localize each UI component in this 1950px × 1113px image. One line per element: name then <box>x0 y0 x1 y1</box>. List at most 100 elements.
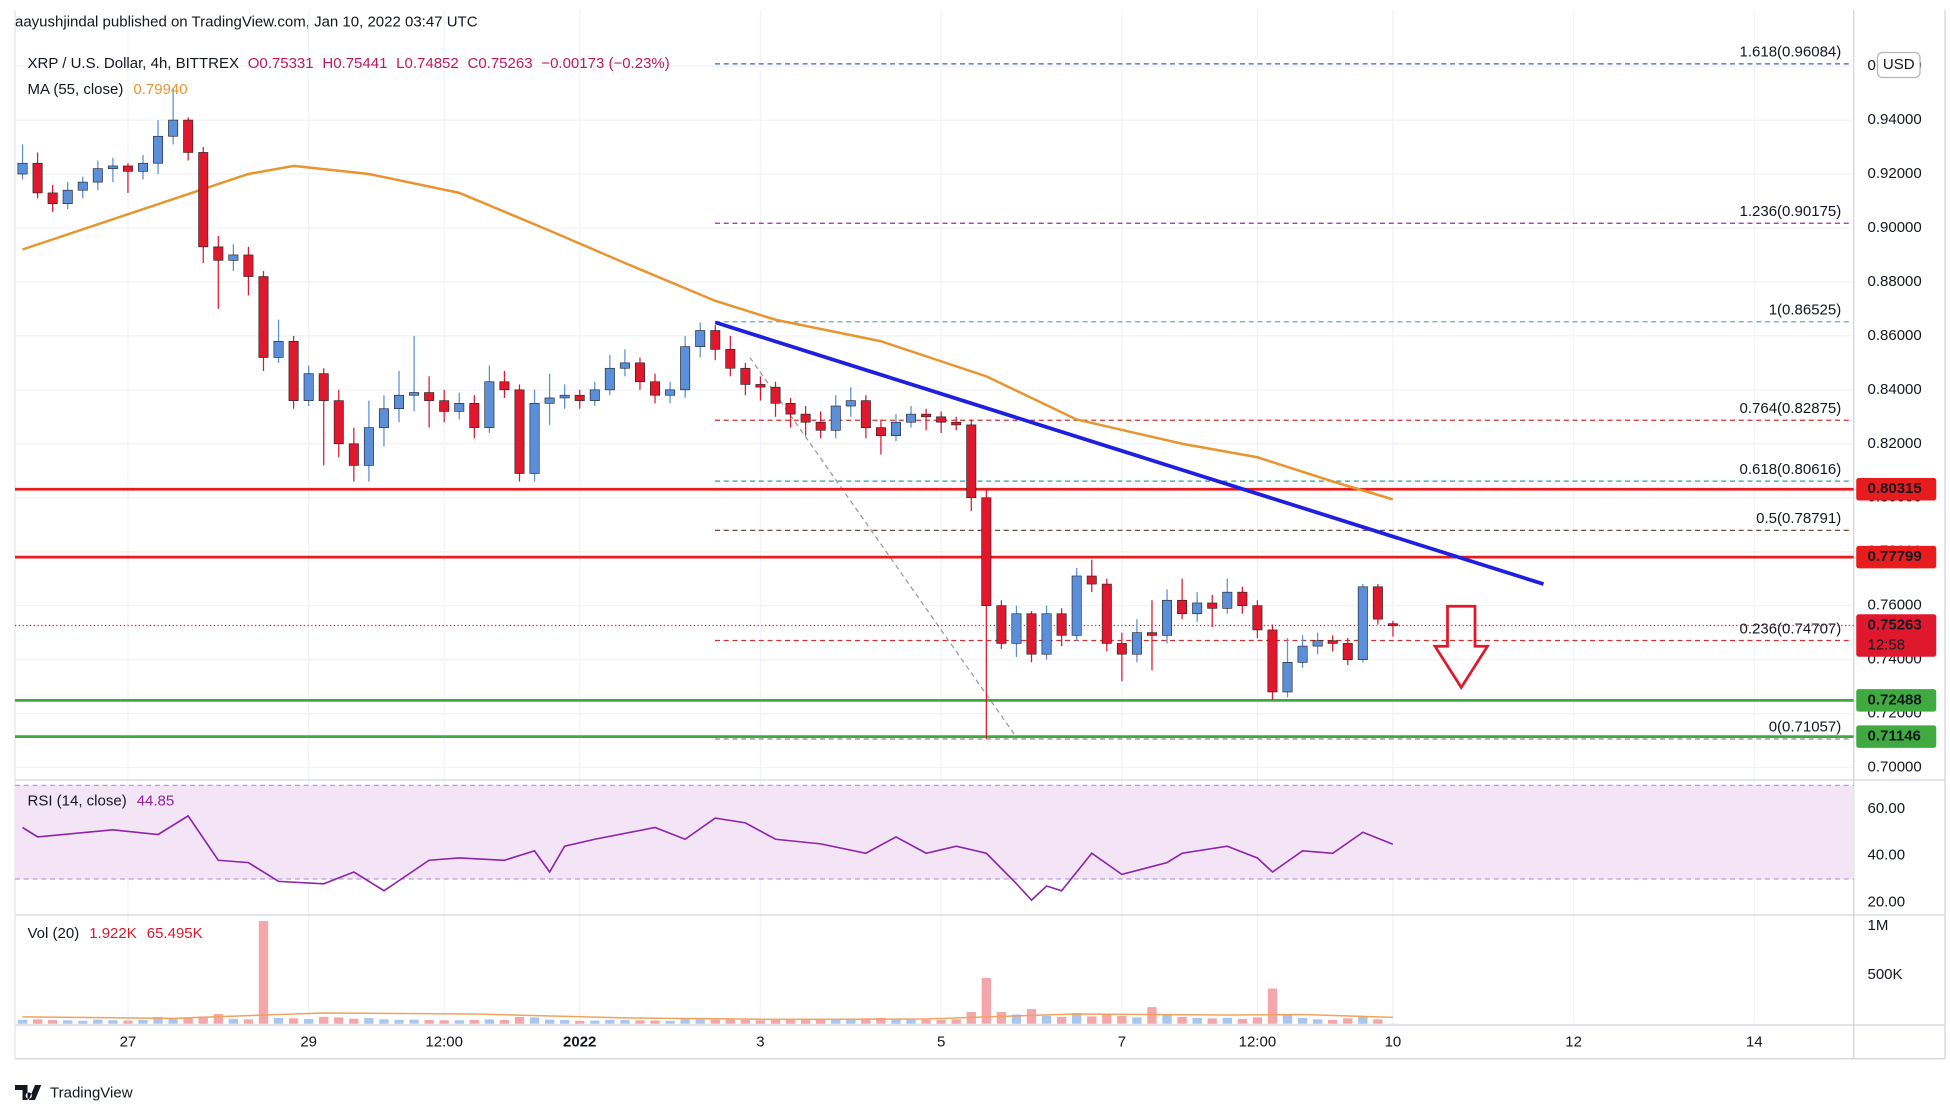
candle-body <box>1056 613 1067 636</box>
volume-bar <box>1117 1015 1127 1024</box>
volume-bar <box>620 1020 630 1024</box>
volume-bar <box>891 1019 901 1024</box>
candle-body <box>1011 613 1022 644</box>
candle-body <box>228 254 239 261</box>
volume-bar <box>303 1019 314 1024</box>
volume-bar <box>635 1020 645 1024</box>
volume-bar <box>996 1012 1007 1024</box>
candle-body <box>1116 643 1127 655</box>
volume-bar <box>1252 1017 1263 1024</box>
fib-label: 1.618(0.96084) <box>1740 44 1842 61</box>
candle-body <box>755 384 766 388</box>
candle-body <box>1026 613 1037 655</box>
main-pane: 1.618(0.96084) 1.236(0.90175) 1(0.86525) 0.… <box>15 44 1854 740</box>
legend-low: L0.74852 <box>396 55 459 72</box>
x-tick-label: 2022 <box>563 1033 596 1050</box>
candle-body <box>1372 586 1383 620</box>
volume-bar <box>695 1019 705 1024</box>
candle-body <box>1312 640 1323 647</box>
x-tick-label: 12 <box>1565 1033 1582 1050</box>
candle-body <box>378 408 389 428</box>
candle-body <box>77 181 88 191</box>
volume-bar <box>861 1018 871 1024</box>
candle-body <box>17 162 28 175</box>
y-tick-label: 0.82000 <box>1868 435 1922 452</box>
y-tick-label: 0.88000 <box>1868 273 1922 290</box>
volume-bar <box>32 1019 43 1024</box>
candle-body <box>122 165 133 172</box>
x-tick-label: 10 <box>1385 1033 1402 1050</box>
candle-body <box>183 119 194 153</box>
candle-body <box>1357 586 1368 660</box>
candle-body <box>981 497 992 606</box>
candle-body <box>499 381 510 391</box>
volume-bar <box>394 1019 404 1024</box>
volume-bar <box>981 977 991 1024</box>
volume-bar <box>1056 1016 1067 1024</box>
candle-body <box>996 605 1007 644</box>
legend-symbol: XRP / U.S. Dollar, 4h, BITTREX <box>28 55 239 72</box>
volume-bar <box>243 1019 254 1024</box>
price-label-box <box>1856 689 1937 712</box>
rsi-band <box>15 785 1854 880</box>
volume-bar <box>559 1020 570 1024</box>
volume-bar <box>1041 1015 1052 1024</box>
vol-tick-label: 500K <box>1868 966 1903 983</box>
volume-bar <box>785 1019 796 1024</box>
volume-bar <box>334 1017 344 1024</box>
volume-bar <box>1207 1018 1217 1024</box>
candle-body <box>710 330 721 350</box>
volume-bar <box>1267 988 1278 1024</box>
fib-label: 1.236(0.90175) <box>1740 203 1842 220</box>
x-tick-label: 12:00 <box>425 1033 463 1050</box>
volume-bar <box>1132 1017 1142 1024</box>
volume-bar <box>349 1018 359 1024</box>
volume-bar <box>755 1020 766 1024</box>
volume-bar <box>1373 1019 1383 1024</box>
rsi-last: 44.85 <box>137 792 175 809</box>
panes: 27 29 12:00 2022 3 5 7 12:00 10 12 140.700000.7200… <box>14 9 1946 1060</box>
volume-bar <box>288 1018 299 1024</box>
candle-body <box>47 192 58 205</box>
volume-bar <box>1192 1017 1202 1024</box>
volume-bar <box>228 1018 239 1024</box>
volume-bar <box>424 1020 434 1024</box>
candle-body <box>1222 591 1233 609</box>
volume-bar <box>499 1020 510 1024</box>
volume-bar <box>1087 1016 1097 1024</box>
candle-body <box>589 389 600 401</box>
volume-bar <box>409 1019 419 1024</box>
candle-body <box>153 135 164 164</box>
fib-label: 0.764(0.82875) <box>1740 400 1842 417</box>
volume-bar <box>183 1018 193 1024</box>
price-label: 0.77799 <box>1868 548 1922 565</box>
volume-bar <box>740 1020 751 1024</box>
volume-bar <box>1026 1009 1037 1024</box>
candle-body <box>107 165 118 169</box>
volume-bar <box>1237 1018 1248 1024</box>
y-tick-label: 0.76000 <box>1868 597 1922 614</box>
candle-body <box>1207 602 1218 609</box>
header: aayushjindal published on TradingView.co… <box>15 13 478 30</box>
volume-bar <box>514 1016 525 1024</box>
volume-bar <box>1328 1019 1338 1024</box>
legend-change: −0.00173 (−0.23%) <box>541 55 669 72</box>
volume-bar <box>379 1019 389 1024</box>
candle-body <box>288 340 299 401</box>
legend-close: C0.75263 <box>468 55 533 72</box>
candle-body <box>348 443 359 466</box>
candle-body <box>1387 623 1398 626</box>
volume-bar <box>1011 1014 1022 1024</box>
candle-body <box>469 403 480 428</box>
candle-body <box>409 392 420 396</box>
volume-bar <box>63 1020 73 1024</box>
candle-body <box>830 405 841 431</box>
candle-body <box>650 381 661 396</box>
volume-bar <box>544 1019 555 1024</box>
volume-bar <box>198 1016 208 1024</box>
volume-bar <box>605 1019 615 1024</box>
legend-open: O0.75331 <box>248 55 314 72</box>
candle-body <box>725 349 736 369</box>
fib-label: 0.618(0.80616) <box>1740 461 1842 478</box>
